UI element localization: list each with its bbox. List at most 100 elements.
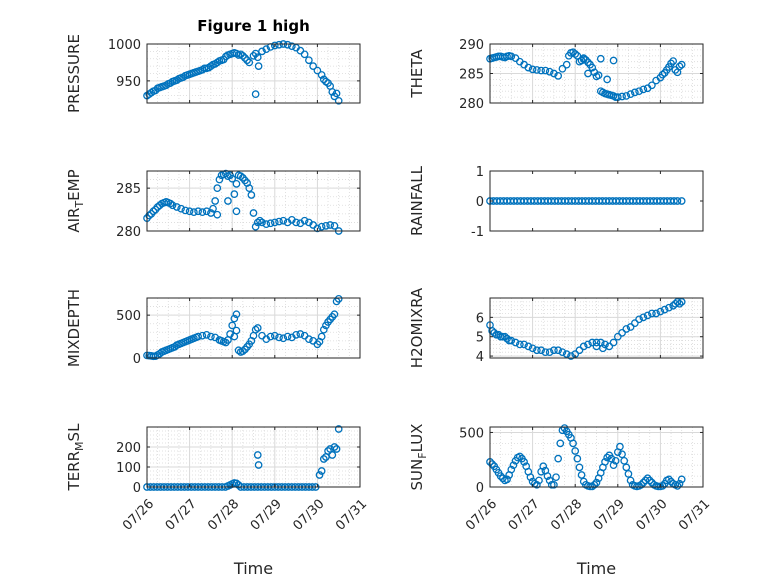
data-point: [658, 70, 667, 79]
data-point: [202, 207, 211, 216]
data-point: [262, 45, 271, 54]
data-point: [292, 331, 300, 339]
chart-title: Figure 1 high: [197, 17, 310, 35]
data-point: [630, 319, 639, 328]
data-point: [511, 338, 520, 347]
data-point: [541, 66, 550, 75]
data-point: [630, 88, 639, 97]
data-point: [626, 476, 635, 485]
series-markers: [143, 295, 343, 361]
data-point: [609, 338, 618, 347]
data-point: [228, 321, 237, 330]
data-point: [556, 439, 565, 448]
data-point: [624, 470, 633, 478]
data-point: [643, 474, 652, 483]
series-markers: [143, 40, 343, 105]
data-point: [677, 475, 686, 484]
y-tick-label: 500: [459, 426, 484, 441]
data-point: [496, 472, 505, 480]
data-point: [287, 42, 296, 51]
data-point: [658, 482, 667, 490]
data-point: [330, 443, 339, 451]
data-point: [249, 51, 258, 60]
data-point: [562, 60, 571, 69]
data-point: [507, 52, 516, 61]
series-markers: [143, 169, 343, 235]
data-point: [543, 472, 552, 480]
data-point: [239, 51, 247, 60]
data-point: [607, 454, 616, 463]
data-point: [554, 454, 563, 463]
data-point: [575, 463, 584, 472]
data-point: [334, 295, 343, 303]
data-point: [592, 338, 601, 347]
y-tick-label: 280: [116, 225, 141, 240]
data-point: [258, 218, 266, 227]
data-point: [330, 222, 339, 230]
data-point: [190, 208, 198, 216]
data-point: [571, 50, 580, 58]
data-point: [641, 476, 650, 485]
data-point: [334, 425, 343, 433]
data-point: [253, 53, 262, 62]
data-point: [488, 327, 496, 335]
data-point: [330, 310, 339, 319]
data-point: [270, 41, 279, 50]
data-point: [622, 92, 631, 100]
data-point: [503, 475, 511, 484]
data-point: [603, 453, 612, 462]
data-point: [247, 191, 256, 199]
y-axis-label: TERRMSL: [65, 423, 86, 492]
y-axis-label: MIXDEPTH: [65, 289, 83, 367]
data-point: [592, 478, 601, 487]
data-point: [266, 332, 275, 341]
data-point: [245, 58, 254, 67]
y-axis-label: THETA: [408, 49, 426, 99]
data-point: [254, 461, 263, 469]
grid: [146, 426, 361, 488]
data-point: [616, 442, 624, 451]
data-point: [620, 456, 629, 465]
data-point: [194, 207, 202, 216]
data-point: [283, 332, 292, 341]
subplot-2: 280 285 290 THETA: [408, 38, 704, 112]
data-point: [609, 56, 618, 65]
data-point: [202, 331, 211, 339]
y-tick-label: 5: [476, 331, 484, 346]
data-point: [266, 219, 275, 228]
y-tick-label: 290: [459, 38, 484, 53]
data-point: [573, 454, 582, 463]
data-point: [270, 218, 279, 227]
axes-box: [146, 426, 361, 488]
data-point: [562, 350, 571, 358]
data-point: [228, 174, 237, 183]
y-tick-label: 500: [116, 309, 141, 324]
data-point: [554, 72, 563, 80]
data-point: [256, 216, 264, 225]
subplot-3: 280 285 AIRTEMP: [65, 169, 361, 240]
data-point: [541, 348, 550, 357]
data-point: [198, 331, 207, 340]
data-point: [611, 456, 620, 465]
data-point: [579, 342, 588, 351]
data-point: [209, 204, 217, 213]
series-markers: [486, 298, 686, 360]
data-point: [488, 460, 496, 468]
y-tick-label: 0: [476, 195, 484, 210]
data-point: [584, 340, 592, 349]
data-point: [253, 324, 262, 332]
data-point: [648, 309, 656, 318]
data-point: [498, 474, 507, 483]
data-point: [241, 54, 249, 62]
data-point: [639, 85, 648, 94]
data-point: [251, 325, 260, 334]
data-point: [232, 326, 241, 335]
data-point: [526, 473, 535, 482]
data-point: [622, 325, 631, 333]
data-point: [613, 332, 622, 341]
data-point: [554, 346, 563, 355]
y-axis-label: H2OMIXRA: [408, 287, 426, 368]
